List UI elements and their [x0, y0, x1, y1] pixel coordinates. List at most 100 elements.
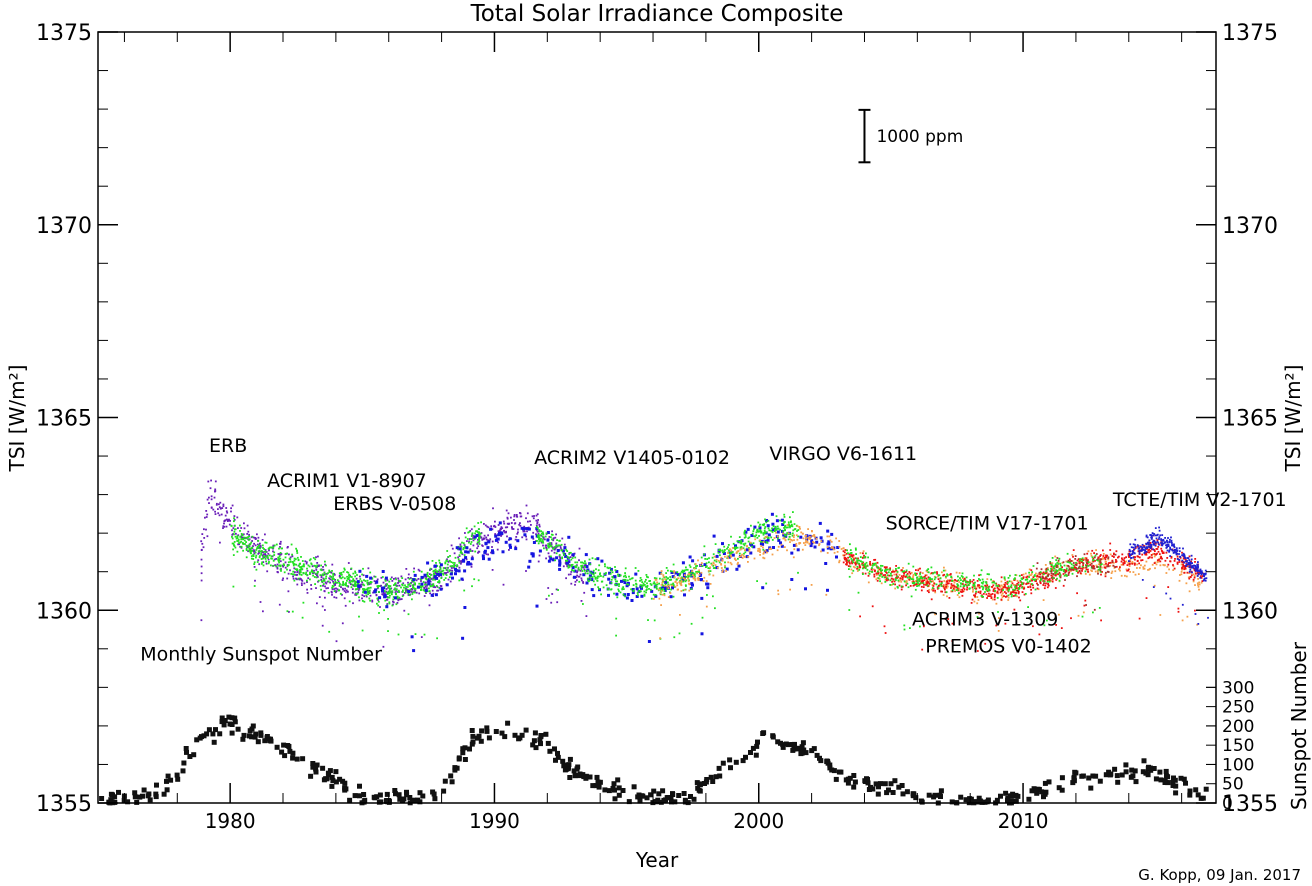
data-point [210, 495, 213, 498]
data-point [318, 564, 320, 567]
data-point [268, 554, 271, 557]
data-point [1070, 560, 1073, 562]
data-point [1196, 623, 1199, 626]
data-point [691, 570, 694, 572]
data-point [1054, 573, 1057, 576]
data-point [478, 528, 480, 530]
data-point [1160, 549, 1163, 552]
data-point [1050, 574, 1053, 577]
data-point [1201, 580, 1204, 582]
data-point [397, 589, 400, 592]
data-point [504, 526, 507, 529]
data-point [727, 544, 730, 546]
data-point [1132, 543, 1135, 546]
sunspot-point [1140, 769, 1146, 775]
data-point [282, 558, 285, 561]
data-point [914, 572, 916, 575]
data-point [1171, 543, 1174, 546]
data-point [659, 637, 661, 640]
data-point [932, 572, 934, 575]
data-point [831, 546, 833, 548]
data-point [1072, 555, 1074, 558]
data-point [325, 577, 327, 580]
data-point [625, 576, 627, 579]
sunspot-point [547, 748, 553, 754]
data-point [585, 565, 589, 569]
data-point [626, 583, 628, 586]
data-point [1107, 565, 1110, 568]
data-point [1087, 561, 1090, 564]
data-point [703, 563, 707, 567]
data-point [810, 584, 813, 586]
data-point [974, 585, 977, 588]
data-point [225, 507, 228, 509]
data-point [1189, 566, 1192, 569]
data-point [392, 598, 395, 601]
data-point [1061, 562, 1064, 564]
data-point [591, 576, 594, 578]
data-point [1036, 574, 1039, 577]
data-point [738, 552, 741, 555]
data-point [341, 576, 344, 579]
data-point [582, 603, 584, 605]
data-point [722, 552, 726, 555]
data-point [1161, 552, 1164, 554]
data-point [1183, 568, 1186, 571]
data-point [400, 586, 402, 589]
data-point [680, 570, 683, 573]
data-point [744, 549, 746, 551]
data-point [1157, 550, 1160, 553]
data-point [1173, 567, 1176, 570]
data-point [1141, 559, 1144, 561]
data-point [342, 584, 345, 586]
data-point [210, 506, 213, 509]
data-point [465, 546, 469, 550]
data-point [576, 574, 578, 577]
sunspot-point [161, 791, 167, 797]
data-point [758, 526, 762, 530]
data-point [1151, 548, 1153, 551]
data-point [842, 554, 845, 557]
data-point [873, 564, 876, 566]
data-point [1000, 588, 1003, 591]
data-point [384, 592, 386, 594]
data-point [1032, 625, 1034, 628]
data-point [951, 580, 953, 582]
data-point [1043, 587, 1046, 590]
data-point [878, 578, 881, 580]
data-point [407, 581, 409, 584]
data-point [926, 580, 929, 583]
data-point [231, 504, 234, 507]
data-point [546, 538, 550, 542]
data-point [293, 567, 296, 570]
data-point [550, 542, 553, 544]
data-point [961, 577, 964, 580]
data-point [766, 542, 769, 544]
data-point [442, 567, 445, 569]
data-point [1147, 549, 1150, 552]
data-point [268, 549, 270, 552]
data-point [485, 553, 488, 556]
data-point [1049, 561, 1052, 563]
data-point [279, 565, 282, 568]
data-point [1136, 545, 1139, 548]
data-point [927, 581, 930, 584]
data-point [1099, 558, 1102, 561]
data-point [440, 577, 443, 579]
data-point [984, 642, 987, 645]
data-point [1082, 564, 1084, 566]
data-point [919, 577, 922, 579]
data-point [864, 563, 866, 565]
data-point [377, 599, 379, 601]
data-point [927, 582, 929, 585]
data-point [706, 582, 710, 586]
data-point [376, 597, 379, 600]
data-point [255, 568, 258, 571]
data-point [806, 541, 809, 544]
data-point [504, 531, 506, 534]
data-point [640, 594, 644, 598]
data-point [640, 579, 643, 581]
data-point [525, 538, 528, 541]
data-point [743, 552, 745, 555]
data-point [325, 564, 327, 567]
